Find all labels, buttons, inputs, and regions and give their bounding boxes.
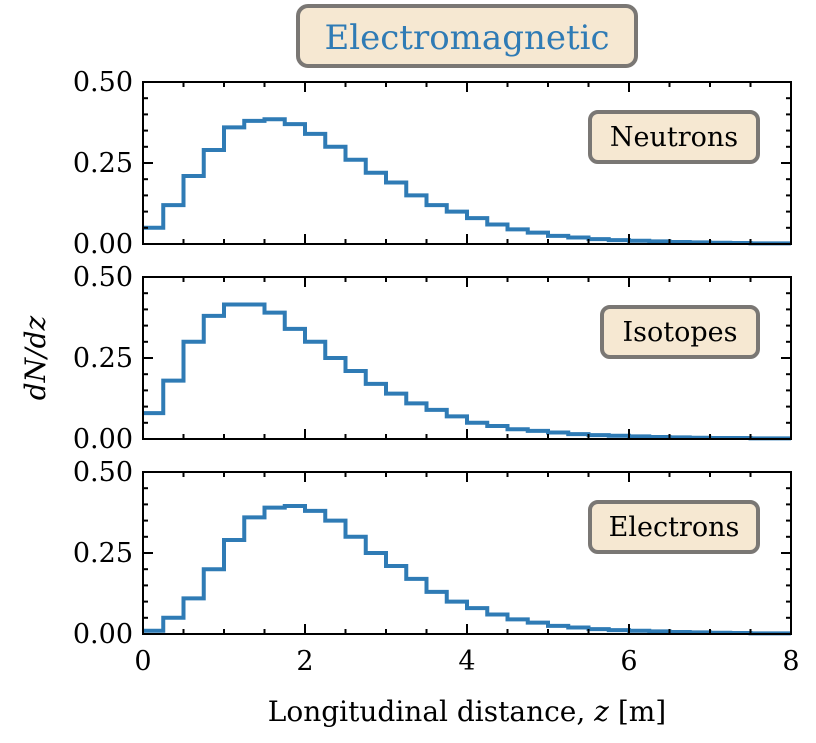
legend-label-neutrons: Neutrons (610, 122, 738, 153)
title-box (296, 4, 638, 68)
legend-box-neutrons: Neutrons (588, 110, 760, 164)
legend-box-frame (600, 305, 760, 359)
y-tick-label: 0.50 (73, 457, 133, 488)
x-axis-label: Longitudinal distance, z [m] (268, 695, 666, 728)
y-tick-label: 0.50 (73, 262, 133, 293)
y-tick-label: 0.25 (73, 538, 133, 569)
y-tick-label: 0.50 (73, 67, 133, 98)
legend-label-isotopes: Isotopes (622, 317, 737, 348)
y-tick-label: 0.00 (73, 424, 133, 455)
y-axis-label: dN/dz (19, 315, 52, 400)
panel-neutrons: 0.00 0.25 0.50 Neutrons (73, 67, 792, 260)
legend-label-electrons: Electrons (609, 512, 740, 543)
panel-isotopes: 0.00 0.25 0.50 Isotopes (73, 262, 792, 455)
legend-box-isotopes: Isotopes (600, 305, 760, 359)
y-tick-label: 0.25 (73, 343, 133, 374)
x-tick-label: 6 (620, 646, 637, 677)
panel-electrons: 0.00 0.25 0.50 Electrons (73, 457, 792, 650)
chart-title: Electromagnetic (296, 4, 638, 68)
y-tick-label: 0.00 (73, 229, 133, 260)
y-tick-label: 0.25 (73, 148, 133, 179)
y-tick-label: 0.00 (73, 619, 133, 650)
title-text: Electromagnetic (324, 18, 609, 58)
x-tick-label: 4 (458, 646, 475, 677)
legend-box-frame (588, 110, 760, 164)
x-tick-label: 2 (296, 646, 313, 677)
x-tick-label: 8 (782, 646, 799, 677)
legend-box-electrons: Electrons (588, 500, 760, 554)
x-tick-label: 0 (134, 646, 151, 677)
legend-box-frame (588, 500, 760, 554)
